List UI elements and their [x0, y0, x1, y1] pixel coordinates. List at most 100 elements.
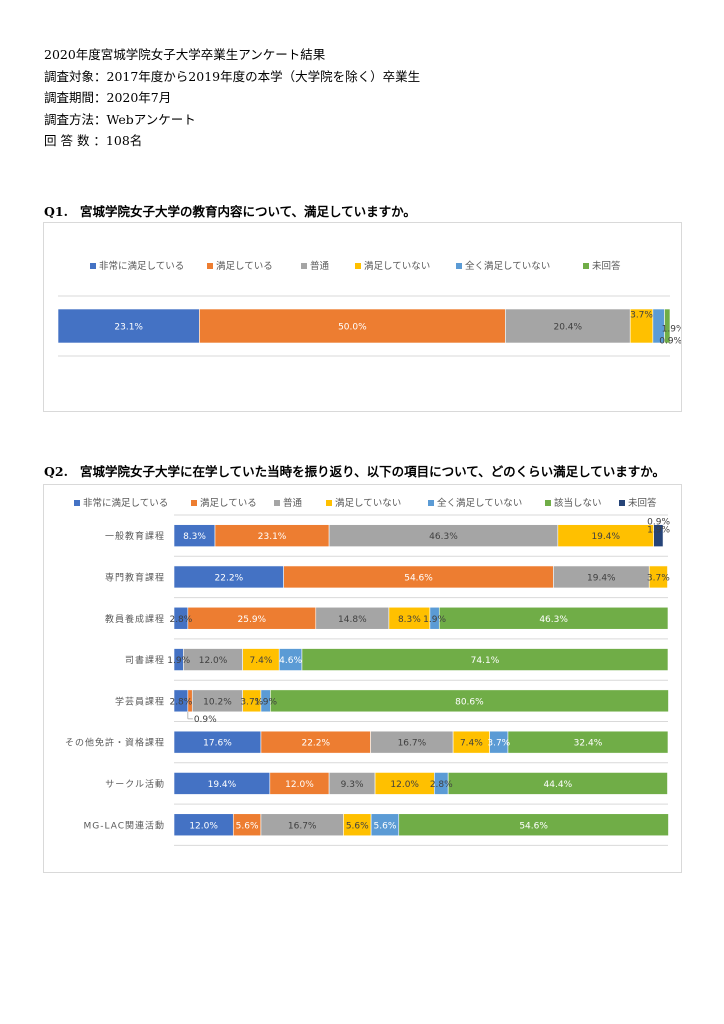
q2-data-label: 22.2% [301, 739, 330, 749]
q2-data-label: 3.7% [240, 697, 263, 707]
q2-data-label: 9.3% [341, 780, 364, 790]
q2-data-label: 4.6% [279, 656, 302, 666]
category-label: その他免許・資格課程 [65, 737, 165, 749]
legend-swatch [456, 263, 462, 269]
q2-data-label: 17.6% [203, 739, 232, 749]
q2-data-label: 12.0% [199, 656, 228, 666]
q2-data-label: 1.9% [167, 656, 190, 666]
legend-swatch [90, 263, 96, 269]
q2-data-label: 54.6% [404, 573, 433, 583]
q2-data-label: 44.4% [544, 780, 573, 790]
q1-chart-svg: 非常に満足している 満足している 普通 満足していない 全く満足していない 未回答 23.1… [57, 260, 685, 357]
q2-data-label: 0.9% [194, 715, 217, 725]
q2-data-label: 19.4% [587, 573, 616, 583]
q2-title: Q2. 宮城学院女子大学に在学していた当時を振り返り、以下の項目について、どのくら… [44, 461, 665, 480]
legend-label: 普通 [283, 497, 303, 509]
q2-data-label: 80.6% [455, 697, 484, 707]
q2-data-label: 46.3% [429, 532, 458, 542]
q1-data-label: 50.0% [338, 323, 367, 333]
q2-bar [270, 689, 669, 713]
q1-data-label: 1.9% [662, 325, 681, 335]
legend-label: 未回答 [628, 497, 657, 509]
q1-data-label: 23.1% [114, 323, 143, 333]
q2-data-label: 22.2% [215, 573, 244, 583]
q1-bar [505, 308, 631, 344]
legend-label: 満足していない [364, 261, 430, 272]
category-label: 司書課程 [125, 654, 165, 666]
q1-data-label: 0.9% [659, 337, 681, 347]
legend-label: 普通 [310, 260, 330, 272]
legend-swatch [355, 263, 361, 269]
category-label: MG-LAC関連活動 [84, 819, 166, 831]
survey-target: 調査対象：2017年度から2019年度の本学（大学院を除く）卒業生 [44, 68, 421, 84]
q2-data-label: 3.7% [487, 739, 510, 749]
report-title: 2020年度宮城学院女子大学卒業生アンケート結果 [44, 47, 326, 62]
q2-text: 宮城学院女子大学に在学していた当時を振り返り、以下の項目について、どのくらい満足… [79, 464, 665, 479]
legend-swatch [191, 500, 197, 506]
q1-data-label: 20.4% [553, 323, 582, 333]
q2-bar [648, 565, 668, 589]
survey-header: 2020年度宮城学院女子大学卒業生アンケート結果 調査対象：2017年度から20… [44, 44, 420, 152]
category-label: 専門教育課程 [105, 571, 165, 583]
q2-number: Q2. [44, 464, 68, 479]
q1-title: Q1. 宮城学院女子大学の教育内容について、満足していますか。 [44, 201, 416, 220]
q2-data-label: 19.4% [591, 532, 620, 542]
legend-label: 該当しない [554, 497, 602, 509]
legend-swatch [274, 500, 280, 506]
q2-annotation-label: 0.9% [647, 518, 670, 528]
q2-data-label: 25.9% [238, 615, 267, 625]
q2-data-label: 12.0% [390, 780, 419, 790]
legend-swatch [583, 263, 589, 269]
legend-label: 全く満足していない [465, 260, 550, 272]
q1-data-label: 3.7% [630, 311, 653, 321]
legend-label: 満足している [200, 498, 257, 509]
survey-period: 調査期間：2020年7月 [44, 90, 172, 105]
q2-data-label: 7.4% [460, 739, 483, 749]
q2-bar [447, 772, 668, 795]
q2-data-label: 46.3% [539, 615, 568, 625]
q2-data-label: 5.6% [374, 821, 397, 831]
q2-bar [301, 648, 669, 671]
category-label: サークル活動 [105, 778, 165, 790]
q2-data-label: 32.4% [574, 739, 603, 749]
legend-label: 満足している [216, 261, 273, 272]
q2-data-label: 2.8% [169, 697, 192, 707]
q2-data-label: 1.9% [254, 697, 277, 707]
q1-bar [57, 308, 200, 344]
q2-data-label: 2.8% [169, 615, 192, 625]
legend-label: 非常に満足している [99, 260, 184, 272]
legend-swatch [74, 500, 80, 506]
legend-swatch [428, 500, 434, 506]
q2-data-label: 16.7% [398, 739, 427, 749]
q2-data-label: 3.7% [647, 573, 670, 583]
legend-swatch [619, 500, 625, 506]
category-label: 一般教育課程 [105, 530, 165, 542]
legend-label: 全く満足していない [437, 497, 522, 509]
survey-method: 調査方法：Webアンケート [44, 111, 196, 127]
q2-data-label: 12.0% [189, 821, 218, 831]
q2-data-label: 5.6% [346, 821, 369, 831]
q2-data-label: 1.9% [423, 615, 446, 625]
q2-bar [398, 813, 669, 837]
q2-data-label: 7.4% [250, 656, 273, 666]
response-count: 回 答 数 ：108名 [44, 133, 143, 148]
category-label: 教員養成課程 [105, 613, 165, 625]
q2-data-label: 8.3% [398, 615, 421, 625]
q1-text: 宮城学院女子大学の教育内容について、満足していますか。 [79, 204, 416, 219]
q2-data-label: 19.4% [208, 780, 237, 790]
q2-data-label: 10.2% [203, 697, 232, 707]
q2-chart: 非常に満足している 満足している 普通 満足していない 全く満足していない 該当しない 未回… [43, 484, 682, 873]
q2-data-label: 1.9% [647, 526, 670, 536]
q2-bar [438, 606, 669, 630]
legend-label: 未回答 [592, 260, 621, 272]
q1-bar [664, 308, 671, 344]
q2-data-label: 16.7% [288, 821, 317, 831]
q2-data-label: 5.6% [236, 821, 259, 831]
q2-data-label: 14.8% [338, 615, 367, 625]
q2-data-label: 23.1% [258, 532, 287, 542]
legend-swatch [545, 500, 551, 506]
legend-swatch [301, 263, 307, 269]
q2-data-label: 12.0% [285, 780, 314, 790]
q1-bar [199, 308, 506, 344]
q2-bar [653, 524, 664, 547]
